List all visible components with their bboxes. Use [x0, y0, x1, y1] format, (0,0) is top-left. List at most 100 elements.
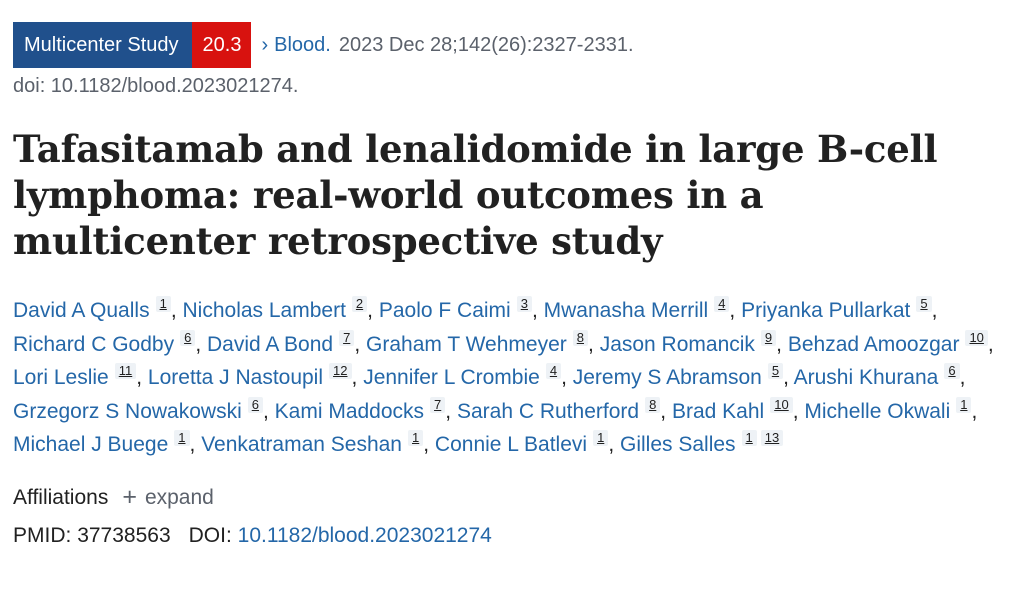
- citation-text: 2023 Dec 28;142(26):2327-2331.: [338, 34, 634, 56]
- author-separator: ,: [351, 366, 358, 389]
- author-link[interactable]: Priyanka Pullarkat: [741, 299, 911, 322]
- affiliation-number[interactable]: 4: [714, 296, 730, 312]
- affiliation-number[interactable]: 7: [430, 396, 446, 413]
- author-link[interactable]: Grzegorz S Nowakowski: [13, 399, 242, 423]
- affiliation-number[interactable]: 6: [180, 329, 196, 346]
- score-badge: 20.3: [191, 22, 252, 68]
- author-entry: Nicholas Lambert 2,: [182, 296, 373, 322]
- author-entry: Behzad Amoozgar 10,: [787, 329, 994, 356]
- author-link[interactable]: Paolo F Caimi: [378, 299, 511, 322]
- affiliation-number[interactable]: 13: [760, 430, 784, 446]
- author-link[interactable]: Arushi Khurana: [793, 366, 939, 389]
- author-link[interactable]: Richard C Godby: [13, 332, 175, 356]
- author-entry: Arushi Khurana 6,: [793, 363, 966, 389]
- author-link[interactable]: Gilles Salles: [620, 433, 736, 456]
- author-entry: Connie L Batlevi 1,: [434, 430, 614, 456]
- affiliation-number[interactable]: 6: [247, 396, 263, 413]
- chevron-right-icon: ›: [261, 34, 269, 56]
- affiliation-number[interactable]: 5: [767, 363, 784, 379]
- author-separator: ,: [776, 332, 782, 356]
- author-link[interactable]: Michael J Buege: [13, 433, 169, 456]
- article-header: Multicenter Study 20.3 › Blood. 2023 Dec…: [13, 22, 1008, 552]
- author-entry: Jennifer L Crombie 4,: [363, 363, 567, 389]
- affiliation-number[interactable]: 1: [956, 396, 972, 413]
- author-entry: Jeremy S Abramson 5,: [572, 363, 789, 389]
- author-link[interactable]: David A Bond: [207, 332, 334, 356]
- page-title: Tafasitamab and lenalidomide in large B-…: [13, 127, 938, 263]
- affiliation-number[interactable]: 10: [965, 329, 988, 346]
- author-link[interactable]: Sarah C Rutherford: [456, 399, 640, 423]
- author-separator: ,: [136, 366, 143, 389]
- author-separator: ,: [660, 399, 667, 423]
- author-entry: Richard C Godby 6,: [13, 329, 201, 356]
- publication-line: Multicenter Study 20.3 › Blood. 2023 Dec…: [13, 22, 1008, 68]
- affiliation-number[interactable]: 11: [114, 363, 137, 379]
- author-entry: David A Bond 7,: [207, 329, 360, 356]
- affiliations-expand-button[interactable]: + expand: [122, 482, 214, 514]
- author-separator: ,: [170, 299, 177, 322]
- publication-type-badge: Multicenter Study: [13, 22, 192, 68]
- expand-label: expand: [144, 485, 214, 509]
- author-link[interactable]: Mwanasha Merrill: [543, 299, 709, 322]
- author-link[interactable]: Jeremy S Abramson: [572, 366, 762, 389]
- author-separator: ,: [588, 332, 594, 356]
- affiliation-number[interactable]: 12: [329, 363, 352, 379]
- plus-icon: +: [122, 483, 137, 511]
- affiliation-number[interactable]: 3: [516, 296, 532, 312]
- author-link[interactable]: David A Qualls: [13, 299, 150, 322]
- affiliation-number[interactable]: 9: [760, 329, 777, 346]
- affiliation-number[interactable]: 1: [155, 296, 171, 312]
- author-entry: Paolo F Caimi 3,: [378, 296, 538, 322]
- affiliation-number[interactable]: 10: [770, 396, 793, 413]
- author-link[interactable]: Graham T Wehmeyer: [366, 332, 567, 356]
- affiliation-number[interactable]: 8: [572, 329, 588, 346]
- author-separator: ,: [931, 299, 938, 322]
- affiliation-number[interactable]: 8: [645, 396, 661, 413]
- author-link[interactable]: Loretta J Nastoupil: [147, 366, 324, 389]
- author-link[interactable]: Kami Maddocks: [274, 399, 425, 423]
- author-entry: Kami Maddocks 7,: [274, 396, 452, 423]
- author-entry: Graham T Wehmeyer 8,: [366, 329, 594, 356]
- author-entry: Mwanasha Merrill 4,: [543, 296, 736, 322]
- affiliation-number[interactable]: 6: [944, 363, 960, 379]
- affiliation-number[interactable]: 2: [351, 296, 368, 312]
- author-link[interactable]: Brad Kahl: [671, 399, 765, 423]
- doi-line: doi: 10.1182/blood.2023021274.: [13, 75, 299, 97]
- affiliations-label: Affiliations: [13, 485, 109, 509]
- author-entry: Michael J Buege 1,: [13, 430, 196, 456]
- author-entry: Sarah C Rutherford 8,: [456, 396, 667, 423]
- author-link[interactable]: Jennifer L Crombie: [363, 366, 540, 389]
- author-separator: ,: [959, 366, 966, 389]
- author-entry: Brad Kahl 10,: [671, 396, 799, 423]
- author-link[interactable]: Connie L Batlevi: [434, 433, 588, 456]
- author-entry: Lori Leslie 11,: [13, 363, 143, 389]
- author-entry: Grzegorz S Nowakowski 6,: [13, 396, 269, 423]
- author-link[interactable]: Nicholas Lambert: [182, 299, 346, 322]
- affiliation-number[interactable]: 4: [545, 363, 562, 379]
- author-link[interactable]: Jason Romancik: [599, 332, 755, 356]
- author-separator: ,: [445, 399, 452, 423]
- affiliation-number[interactable]: 1: [593, 430, 609, 446]
- author-link[interactable]: Venkatraman Seshan: [201, 433, 402, 456]
- author-separator: ,: [729, 299, 736, 322]
- author-separator: ,: [189, 433, 196, 456]
- author-separator: ,: [531, 299, 538, 322]
- affiliation-number[interactable]: 7: [339, 329, 355, 346]
- affiliation-number[interactable]: 5: [916, 296, 932, 312]
- author-list: David A Qualls 1, Nicholas Lambert 2, Paol…: [13, 294, 1008, 462]
- author-separator: ,: [987, 332, 994, 356]
- author-link[interactable]: Lori Leslie: [13, 366, 109, 389]
- affiliation-number[interactable]: 1: [174, 430, 190, 446]
- identifiers-row: PMID: 37738563 DOI: 10.1182/blood.2023021…: [13, 520, 1008, 552]
- affiliation-number[interactable]: 1: [741, 430, 757, 446]
- author-link[interactable]: Michelle Okwali: [804, 399, 951, 423]
- author-separator: ,: [783, 366, 789, 389]
- author-separator: ,: [971, 399, 978, 423]
- author-separator: ,: [792, 399, 799, 423]
- author-link[interactable]: Behzad Amoozgar: [787, 332, 960, 356]
- journal-link[interactable]: Blood.: [274, 34, 331, 56]
- affiliation-number[interactable]: 1: [408, 430, 424, 446]
- doi-link[interactable]: 10.1182/blood.2023021274: [237, 523, 492, 547]
- author-entry: Michelle Okwali 1,: [804, 396, 978, 423]
- pmid-value: 37738563: [77, 523, 171, 547]
